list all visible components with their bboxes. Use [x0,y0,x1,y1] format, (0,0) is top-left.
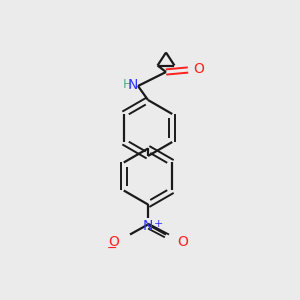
Text: H: H [123,79,132,92]
Text: −: − [107,242,117,255]
Text: N: N [143,220,153,233]
Text: O: O [177,236,188,250]
Text: +: + [154,220,164,230]
Text: O: O [108,236,119,250]
Text: N: N [128,78,138,92]
Text: O: O [193,62,204,76]
